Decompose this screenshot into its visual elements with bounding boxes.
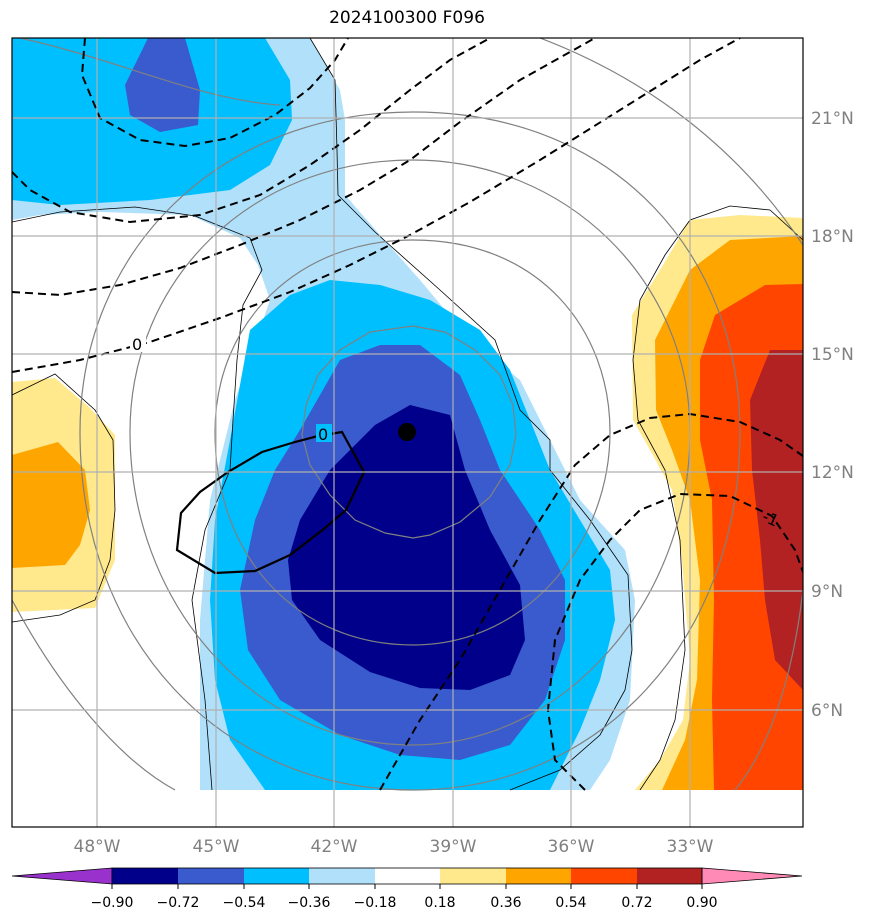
colorbar-segment bbox=[506, 868, 571, 884]
plot-title: 2024100300 F096 bbox=[329, 8, 485, 28]
colorbar-segment bbox=[571, 868, 637, 884]
contour-label-zero-dashed: 0 bbox=[132, 335, 142, 354]
distance-rings bbox=[12, 38, 803, 791]
shade-left-orange bbox=[12, 442, 90, 568]
shade-right-darkred bbox=[750, 350, 803, 690]
shade-topleft-blue bbox=[125, 38, 200, 132]
ring-inner bbox=[301, 325, 517, 539]
colorbar-frame bbox=[111, 867, 703, 885]
lat-label: 18°N bbox=[811, 227, 854, 247]
colorbar-segment bbox=[112, 868, 178, 884]
lat-label: 12°N bbox=[811, 463, 854, 483]
contour-label-minus-one: -1 bbox=[759, 507, 781, 531]
shading-layer bbox=[12, 38, 803, 790]
gridlines bbox=[12, 38, 803, 827]
dashed-contours bbox=[12, 38, 803, 791]
lat-label: 21°N bbox=[811, 109, 854, 129]
colorbar-segment bbox=[637, 868, 702, 884]
colorbar-segment bbox=[440, 868, 506, 884]
lon-label: 42°W bbox=[311, 837, 358, 857]
lon-label: 39°W bbox=[430, 837, 477, 857]
colorbar-tick-label: 0.90 bbox=[686, 895, 717, 911]
lon-label: 36°W bbox=[548, 837, 595, 857]
colorbar-tick-label: −0.90 bbox=[91, 895, 134, 911]
colorbar-tick-label: 0.36 bbox=[490, 895, 521, 911]
lat-label: 9°N bbox=[811, 582, 843, 602]
longitude-labels: 48°W 45°W 42°W 39°W 36°W 33°W bbox=[74, 837, 714, 857]
lon-label: 45°W bbox=[193, 837, 240, 857]
storm-center-marker bbox=[398, 423, 416, 441]
lat-label: 15°N bbox=[811, 345, 854, 365]
colorbar-tick-label: −0.54 bbox=[223, 895, 266, 911]
plot-frame bbox=[11, 37, 804, 828]
colorbar-segment bbox=[309, 868, 375, 884]
contour-labels: 0 0 -1 bbox=[130, 335, 782, 531]
colorbar-segment bbox=[178, 868, 244, 884]
contour-label-zero-solid: 0 bbox=[318, 425, 328, 444]
colorbar-tick-label: 0.54 bbox=[555, 895, 586, 911]
lon-label: 33°W bbox=[667, 837, 714, 857]
lon-label: 48°W bbox=[74, 837, 121, 857]
colorbar-ticks bbox=[111, 884, 703, 889]
colorbar: −0.90 −0.72 −0.54 −0.36 −0.18 0.18 0.36 … bbox=[11, 867, 803, 911]
solid-contour bbox=[175, 430, 366, 575]
colorbar-segment bbox=[375, 868, 440, 884]
thin-contours bbox=[12, 38, 803, 791]
shade-central-dark bbox=[288, 405, 525, 690]
colorbar-segment bbox=[244, 868, 309, 884]
colorbar-tick-label: −0.36 bbox=[288, 895, 331, 911]
colorbar-extend-low bbox=[11, 867, 113, 885]
colorbar-tick-label: −0.72 bbox=[157, 895, 200, 911]
lat-label: 6°N bbox=[811, 701, 843, 721]
colorbar-extend-high bbox=[701, 867, 803, 885]
colorbar-tick-label: 0.72 bbox=[621, 895, 652, 911]
latitude-labels: 21°N 18°N 15°N 12°N 9°N 6°N bbox=[811, 109, 854, 721]
colorbar-tick-label: 0.18 bbox=[424, 895, 455, 911]
colorbar-tick-label: −0.18 bbox=[354, 895, 397, 911]
